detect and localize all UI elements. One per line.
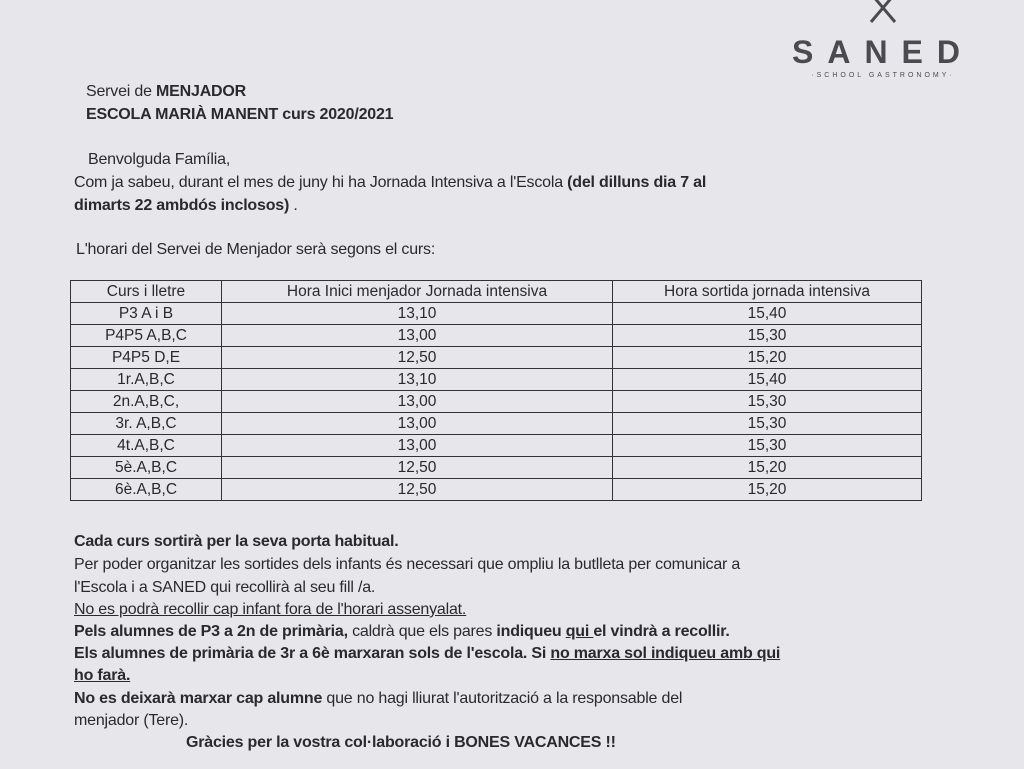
cell-course: P4P5 A,B,C	[70, 324, 222, 347]
cell-exit-time: 15,20	[612, 346, 922, 369]
cell-start-time: 13,10	[221, 302, 613, 325]
crossed-utensils-icon	[869, 0, 897, 23]
cell-start-time: 12,50	[221, 478, 613, 501]
table-row: P4P5 D,E 12,50 15,20	[70, 346, 922, 369]
table-row: 4t.A,B,C 13,00 15,30	[70, 434, 922, 457]
table-row: 2n.A,B,C, 13,00 15,30	[70, 390, 922, 413]
cell-course: 5è.A,B,C	[70, 456, 222, 479]
cell-exit-time: 15,40	[612, 302, 922, 325]
cell-exit-time: 15,20	[612, 456, 922, 479]
table-row: 3r. A,B,C 13,00 15,30	[70, 412, 922, 435]
note-authorization: No es deixarà marxar cap alumne que no h…	[74, 690, 683, 707]
cell-start-time: 13,00	[221, 324, 613, 347]
cell-exit-time: 15,30	[612, 324, 922, 347]
cell-exit-time: 15,30	[612, 390, 922, 413]
cell-exit-time: 15,20	[612, 478, 922, 501]
table-header-row: Curs i lletre Hora Inici menjador Jornad…	[70, 280, 922, 303]
cell-start-time: 13,00	[221, 412, 613, 435]
cell-start-time: 12,50	[221, 346, 613, 369]
header-course: Curs i lletre	[70, 280, 222, 303]
schedule-table: Curs i lletre Hora Inici menjador Jornad…	[70, 280, 922, 501]
note-schedule: No es podrà recollir cap infant fora de …	[74, 601, 467, 618]
table-row: P3 A i B 13,10 15,40	[70, 302, 922, 325]
cell-exit-time: 15,40	[612, 368, 922, 391]
note-p3-2n: Pels alumnes de P3 a 2n de primària, cal…	[74, 623, 730, 640]
logo-tagline: ·SCHOOL GASTRONOMY·	[811, 72, 955, 79]
note-authorization-2: menjador (Tere).	[74, 712, 189, 729]
cell-start-time: 12,50	[221, 456, 613, 479]
greeting: Benvolguda Família,	[88, 151, 231, 168]
logo-name: SANED	[791, 34, 974, 70]
note-form-1: Per poder organitzar les sortides dels i…	[74, 556, 741, 573]
table-row: 5è.A,B,C 12,50 15,20	[70, 456, 922, 479]
cell-course: P4P5 D,E	[70, 346, 222, 369]
cell-start-time: 13,10	[221, 368, 613, 391]
cell-exit-time: 15,30	[612, 412, 922, 435]
note-3r-6e: Els alumnes de primària de 3r a 6è marxa…	[74, 645, 781, 662]
header-exit: Hora sortida jornada intensiva	[612, 280, 922, 303]
cell-course: 2n.A,B,C,	[70, 390, 222, 413]
cell-start-time: 13,00	[221, 434, 613, 457]
intro-line2: dimarts 22 ambdós inclosos) .	[74, 197, 298, 214]
closing: Gràcies per la vostra col·laboració i BO…	[186, 734, 616, 751]
intro-line1: Com ja sabeu, durant el mes de juny hi h…	[74, 174, 707, 191]
note-door: Cada curs sortirà per la seva porta habi…	[74, 533, 399, 550]
cell-exit-time: 15,30	[612, 434, 922, 457]
schedule-intro: L'horari del Servei de Menjador serà seg…	[76, 241, 436, 258]
heading-line2: ESCOLA MARIÀ MANENT curs 2020/2021	[86, 106, 394, 123]
table-row: 1r.A,B,C 13,10 15,40	[70, 368, 922, 391]
cell-course: 4t.A,B,C	[70, 434, 222, 457]
cell-course: 1r.A,B,C	[70, 368, 222, 391]
header-start: Hora Inici menjador Jornada intensiva	[221, 280, 613, 303]
note-form-2: l'Escola i a SANED qui recollirà al seu …	[74, 579, 376, 596]
cell-course: P3 A i B	[70, 302, 222, 325]
table-row: P4P5 A,B,C 13,00 15,30	[70, 324, 922, 347]
cell-course: 3r. A,B,C	[70, 412, 222, 435]
heading-line1: Servei de MENJADOR	[86, 83, 247, 100]
cell-start-time: 13,00	[221, 390, 613, 413]
table-row: 6è.A,B,C 12,50 15,20	[70, 478, 922, 501]
note-3r-6e-2: ho farà.	[74, 667, 131, 684]
cell-course: 6è.A,B,C	[70, 478, 222, 501]
